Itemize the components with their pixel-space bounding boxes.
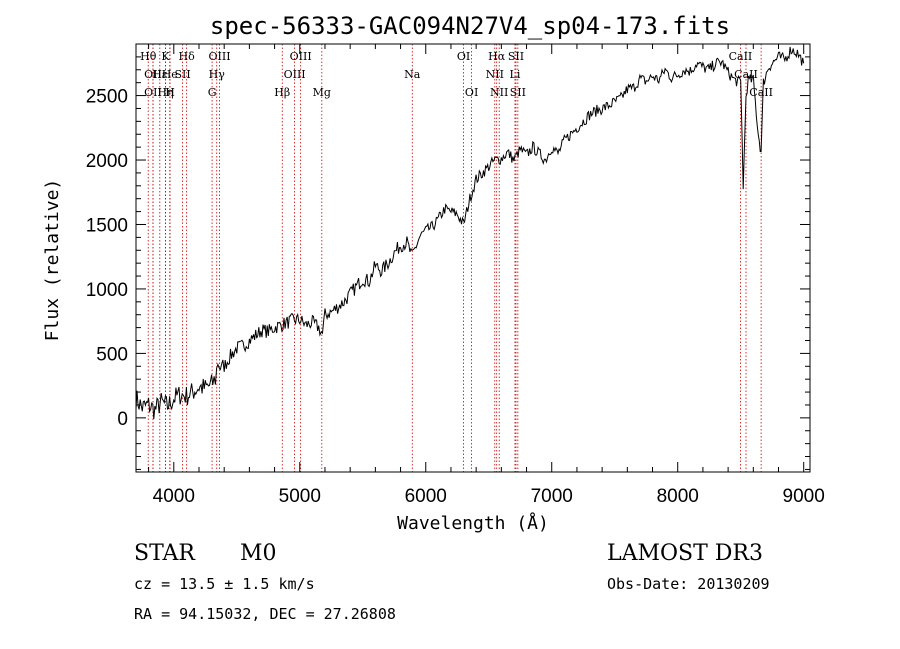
line-marker-label: NII [490, 86, 508, 99]
line-marker-label: SII [510, 86, 526, 99]
line-marker-label: G [208, 86, 217, 99]
line-marker-label: Li [510, 68, 521, 81]
x-tick-label: 6000 [405, 486, 447, 507]
subclass: M0 [240, 541, 277, 566]
line-marker-label: CaII [729, 50, 753, 63]
x-tick-label: 5000 [279, 486, 321, 507]
line-marker-label: Mg [313, 86, 331, 99]
plot-frame [135, 43, 811, 473]
x-axis-label: Wavelength (Å) [397, 512, 549, 534]
line-marker-label: OII [144, 68, 162, 81]
line-marker-label: Hη [157, 86, 173, 99]
line-marker-label: OII [144, 86, 162, 99]
y-tick-label: 2000 [86, 151, 128, 172]
survey-name: LAMOST DR3 [607, 541, 763, 566]
observation-date: Obs-Date: 20130209 [607, 575, 770, 593]
y-axis-label: Flux (relative) [42, 179, 63, 342]
line-markers [147, 44, 762, 472]
line-marker-label: Na [404, 68, 421, 81]
line-marker-label: OIII [208, 50, 230, 63]
line-marker-label: He [162, 68, 178, 81]
y-tick-label: 2500 [86, 87, 128, 108]
line-marker-label: OIII [284, 68, 306, 81]
line-marker-label: SII [174, 68, 190, 81]
x-tick-label: 9000 [783, 486, 825, 507]
y-axis-ticks: 0 500 1000 1500 2000 2500 [86, 43, 810, 470]
object-class: STAR [134, 541, 196, 566]
x-axis-ticks: 4000 5000 6000 7000 8000 9000 [148, 44, 825, 507]
line-marker-label: OI [457, 50, 470, 63]
line-marker-labels: HθOIIOIIHεKHηHeHSIIHδGHγOIIIHβOIIIOIIIMg… [140, 50, 773, 99]
y-tick-label: 0 [117, 409, 128, 430]
line-marker-label: Hε [152, 68, 168, 81]
line-marker-label: OI [465, 86, 478, 99]
x-tick-label: 7000 [531, 486, 573, 507]
line-marker-label: SII [508, 50, 524, 63]
y-tick-label: 500 [96, 344, 128, 365]
coordinates: RA = 94.15032, DEC = 27.26808 [134, 605, 396, 623]
spectrum-line [135, 46, 805, 420]
chart-title: spec-56333-GAC094N27V4_sp04-173.fits [210, 12, 730, 40]
line-marker-label: OIII [290, 50, 312, 63]
line-marker-label: Hθ [140, 50, 157, 63]
redshift-value: cz = 13.5 ± 1.5 km/s [134, 575, 315, 593]
line-marker-label: Hγ [209, 68, 226, 81]
line-marker-label: K [161, 50, 170, 63]
y-tick-label: 1500 [86, 215, 128, 236]
y-tick-label: 1000 [86, 280, 128, 301]
line-marker-label: Hα [488, 50, 506, 63]
line-marker-label: Hδ [179, 50, 196, 63]
line-marker-label: H [165, 86, 175, 99]
x-tick-label: 8000 [657, 486, 699, 507]
x-tick-label: 4000 [153, 486, 195, 507]
line-marker-label: Hβ [274, 86, 290, 99]
line-marker-label: NII [486, 68, 504, 81]
line-marker-label: CaII [749, 86, 773, 99]
